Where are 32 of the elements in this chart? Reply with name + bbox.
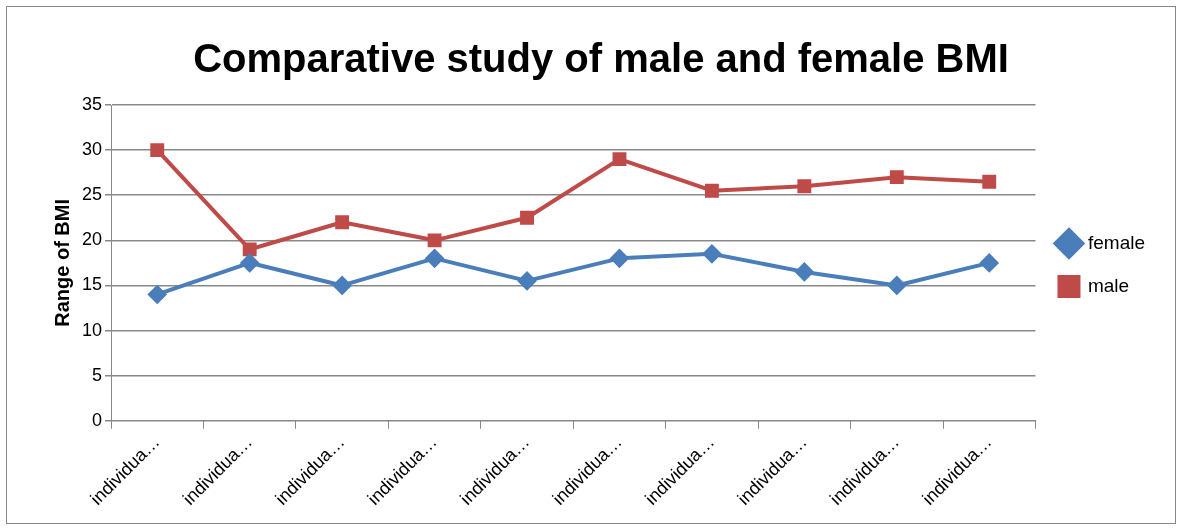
point: [982, 174, 997, 189]
point: [427, 233, 442, 248]
y-axis-title: Range of BMI: [50, 198, 73, 327]
y-tick-label: 30: [81, 139, 103, 160]
y-tick-label: 35: [81, 93, 103, 114]
point: [797, 179, 812, 194]
legend-label: female: [1087, 231, 1145, 253]
point: [335, 215, 350, 230]
y-tick-label: 10: [81, 319, 103, 340]
point: [610, 249, 629, 268]
point: [980, 253, 999, 272]
legend-label: male: [1087, 274, 1130, 296]
point: [704, 183, 719, 198]
point: [520, 210, 534, 225]
point: [518, 271, 537, 290]
point: [425, 249, 444, 268]
y-tick-label: 15: [81, 274, 103, 295]
point: [333, 276, 352, 295]
point: [240, 253, 259, 272]
point: [150, 143, 165, 158]
y-tick-label: 20: [81, 229, 103, 250]
y-tick-label: 25: [81, 184, 103, 205]
chart-title: Comparative study of male and female BMI: [193, 36, 1009, 81]
point: [702, 244, 721, 263]
point: [889, 170, 904, 185]
point: [795, 262, 814, 281]
point: [148, 285, 167, 304]
point: [242, 242, 257, 257]
point: [887, 276, 906, 295]
y-tick-label: 5: [92, 364, 103, 385]
y-tick-label: 0: [92, 409, 103, 430]
point: [612, 152, 627, 167]
